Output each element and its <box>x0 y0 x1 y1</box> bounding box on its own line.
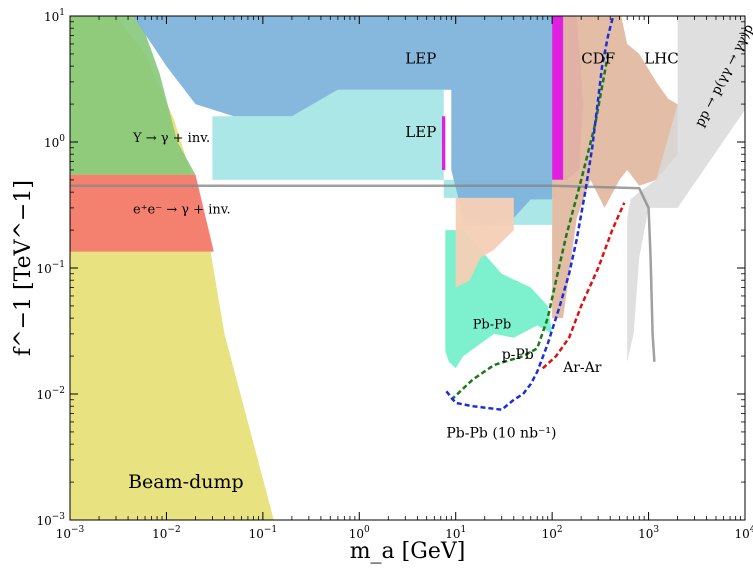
curve-ar-ar <box>541 202 626 370</box>
x-tick-label: 10−3 <box>56 525 85 541</box>
line-boundary-line <box>70 184 656 362</box>
x-tick-label: 10−2 <box>152 525 181 541</box>
region-cdf-strip <box>442 116 446 170</box>
label-lep: LEP <box>405 50 436 68</box>
label-lhc: LHC <box>644 50 679 68</box>
region-lhc <box>552 16 678 319</box>
x-axis-label: m_a [GeV] <box>350 539 466 564</box>
x-tick-label: 104 <box>734 525 753 541</box>
lines-layer <box>70 184 656 362</box>
y-tick-label: 101 <box>44 8 65 24</box>
region-inv <box>70 16 196 175</box>
region-lep-peach <box>455 197 514 288</box>
y-tick-label: 10−2 <box>36 386 65 402</box>
label-pb-pb: Pb-Pb <box>473 318 512 333</box>
label-p-pb: p-Pb <box>502 347 534 363</box>
label-inv: Υ → γ + inv. <box>132 131 210 146</box>
x-tick-label: 100 <box>349 525 370 541</box>
x-tick-label: 10−1 <box>249 525 278 541</box>
label-pb-pb-10-nb: Pb-Pb (10 nb⁻¹) <box>446 426 556 442</box>
y-tick-label: 100 <box>44 134 65 150</box>
label-ar-ar: Ar-Ar <box>562 360 602 376</box>
label-lep: LEP <box>405 123 436 141</box>
x-tick-label: 102 <box>542 525 563 541</box>
label-cdf: CDF <box>581 50 615 68</box>
y-tick-label: 10−1 <box>36 260 65 276</box>
y-tick-label: 10−3 <box>36 512 65 528</box>
curve-pb-pb-10-nb <box>445 16 615 412</box>
label-beam-dump: Beam-dump <box>128 471 244 493</box>
ticks-layer: 10−3 10−2 10−1 100 101 102 103 104 10−3 10−2 10−1 1… <box>36 8 753 541</box>
x-tick-label: 101 <box>445 525 466 541</box>
curves-layer <box>445 16 626 412</box>
x-tick-label: 103 <box>638 525 659 541</box>
regions-layer <box>70 16 745 520</box>
y-axis-label: f^−1 [TeV^−1] <box>11 180 36 356</box>
region-e-e-inv <box>70 174 214 252</box>
label-e-e-inv: e⁺e⁻ → γ + inv. <box>133 203 231 218</box>
region-pp-p-p <box>627 16 745 362</box>
region-lep <box>133 16 553 225</box>
